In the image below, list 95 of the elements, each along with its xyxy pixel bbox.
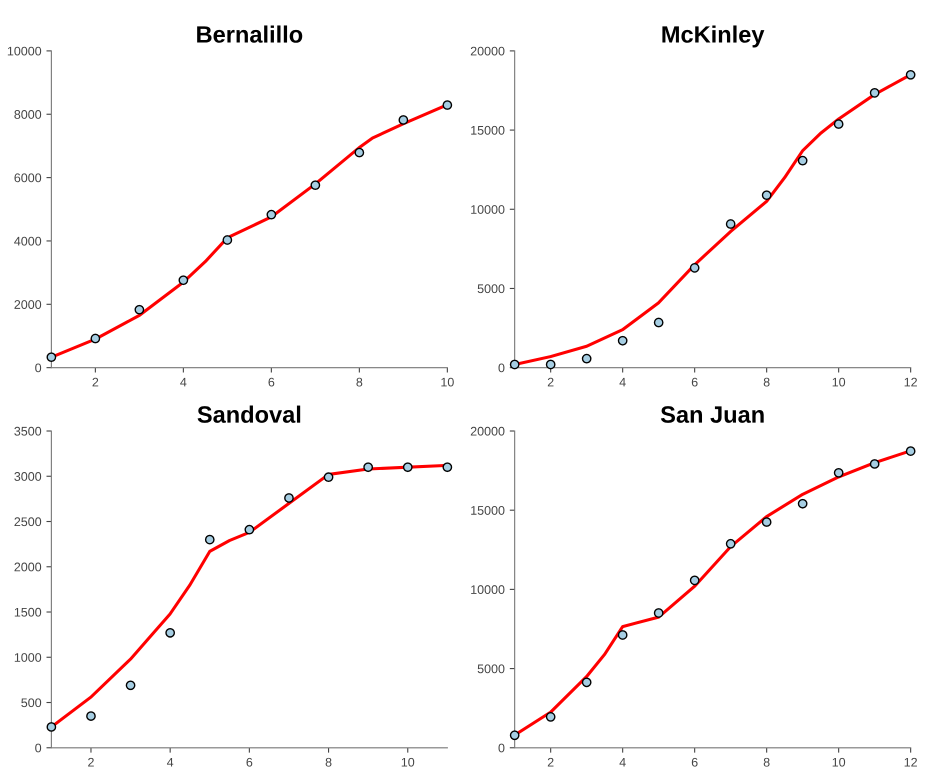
point	[726, 219, 736, 229]
y-tick-label: 500	[21, 698, 42, 708]
point	[126, 680, 136, 690]
y-tick-label: 1000	[14, 653, 42, 662]
point	[726, 538, 736, 549]
point	[870, 88, 880, 98]
point	[906, 70, 916, 80]
point	[46, 722, 56, 732]
y-tick-label: 15000	[471, 506, 504, 515]
point	[204, 534, 215, 544]
point	[510, 360, 520, 370]
point	[284, 493, 294, 503]
y-tick-label: 2000	[14, 300, 42, 309]
y-tick-label: 8000	[14, 110, 42, 119]
chart-title: Sandoval	[198, 406, 300, 423]
point	[510, 730, 520, 740]
point	[46, 352, 56, 362]
y-tick-label: 15000	[471, 126, 504, 135]
point	[266, 210, 276, 220]
x-tick-label: 2	[88, 758, 94, 767]
y-tick-label: 20000	[470, 426, 504, 436]
x-tick-label: 4	[180, 378, 186, 386]
x-tick-label: 6	[246, 758, 252, 767]
point	[546, 712, 556, 722]
point	[582, 354, 592, 364]
chart-title: San Juan	[660, 406, 764, 423]
point	[354, 148, 364, 158]
point	[402, 462, 413, 472]
point	[222, 235, 232, 245]
point	[363, 462, 374, 472]
y-tick-label: 10000	[8, 46, 42, 56]
x-tick-label: 4	[166, 758, 174, 767]
x-tick-label: 8	[356, 378, 362, 387]
point	[618, 630, 628, 640]
y-tick-label: 10000	[471, 205, 504, 214]
y-tick-label: 3500	[14, 426, 42, 436]
y-tick-label: 20000	[470, 46, 504, 56]
y-tick-label: 10000	[471, 585, 504, 594]
point	[798, 156, 808, 166]
y-tick-label: 1500	[14, 608, 42, 617]
y-tick-label: 6000	[14, 173, 42, 182]
point	[654, 318, 664, 328]
point	[762, 190, 772, 200]
y-tick-label: 0	[498, 363, 504, 372]
point	[582, 677, 592, 688]
x-tick-label: 2	[92, 378, 98, 386]
x-tick-label: 10	[832, 758, 846, 767]
x-tick-label: 8	[764, 378, 770, 387]
x-tick-label: 8	[326, 758, 332, 767]
point	[654, 608, 664, 618]
point	[834, 119, 844, 129]
chart-title: McKinley	[662, 25, 764, 48]
x-tick-label: 10	[441, 378, 454, 387]
point	[690, 575, 700, 586]
y-tick-label: 0	[35, 363, 42, 372]
chart-title: Bernalillo	[197, 25, 302, 43]
x-tick-label: 4	[619, 758, 626, 767]
x-tick-label: 6	[268, 378, 274, 387]
x-tick-label: 6	[692, 378, 698, 387]
y-tick-label: 2000	[14, 562, 42, 572]
point	[244, 524, 254, 535]
point	[442, 100, 452, 110]
x-tick-label: 12	[904, 758, 917, 767]
point	[398, 115, 408, 125]
point	[165, 628, 176, 638]
point	[134, 304, 144, 315]
point	[762, 517, 772, 527]
point	[90, 334, 100, 344]
y-tick-label: 0	[498, 744, 504, 752]
point	[618, 336, 628, 346]
point	[310, 180, 320, 190]
point	[798, 498, 808, 509]
y-tick-label: 4000	[14, 236, 42, 246]
y-tick-label: 5000	[478, 284, 504, 294]
x-tick-label: 4	[619, 378, 626, 386]
point	[178, 275, 188, 286]
x-tick-label: 10	[402, 758, 414, 767]
y-tick-label: 3000	[14, 472, 42, 481]
x-tick-label: 2	[548, 758, 554, 767]
point	[906, 446, 916, 456]
point	[690, 263, 700, 273]
x-tick-label: 10	[832, 378, 846, 387]
x-tick-label: 6	[692, 758, 698, 767]
point	[86, 711, 96, 721]
point	[324, 472, 334, 482]
y-tick-label: 0	[35, 744, 42, 752]
x-tick-label: 8	[764, 758, 770, 767]
y-tick-label: 2500	[14, 517, 42, 526]
point	[546, 360, 556, 370]
x-tick-label: 12	[904, 378, 917, 386]
point	[442, 462, 452, 472]
y-tick-label: 5000	[478, 664, 504, 674]
x-tick-label: 2	[548, 378, 554, 386]
point	[834, 468, 844, 478]
point	[870, 459, 880, 469]
